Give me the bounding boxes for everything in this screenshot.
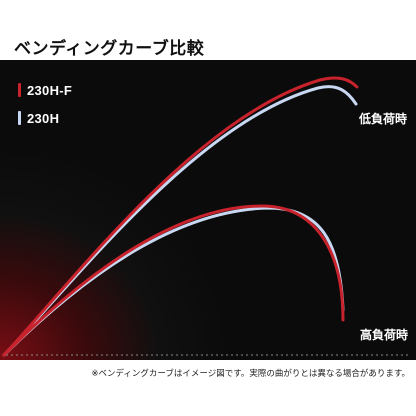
legend-item-230h-f: 230H-F [18, 82, 72, 98]
curve-230h-high-load [2, 206, 345, 357]
legend-swatch-230h-f [18, 83, 21, 97]
legend-item-230h: 230H [18, 110, 72, 126]
legend: 230H-F 230H [18, 82, 72, 138]
page-title: ベンディングカーブ比較 [14, 39, 205, 59]
legend-label-230h-f: 230H-F [27, 82, 73, 98]
legend-swatch-230h [18, 111, 21, 125]
high-load-label: 高負荷時 [360, 328, 409, 342]
bending-curve-panel: 230H-F 230H 低負荷時 高負荷時 [0, 60, 416, 360]
low-load-label: 低負荷時 [359, 112, 408, 126]
bending-curve-chart [2, 76, 410, 357]
curve-230h-f-low-load [2, 76, 359, 357]
curve-230h-f-high-load [2, 204, 345, 357]
legend-label-230h: 230H [27, 110, 60, 126]
footnote: ※ベンディングカーブはイメージ図です。実際の曲がりとは異なる場合があります。 [91, 369, 410, 379]
